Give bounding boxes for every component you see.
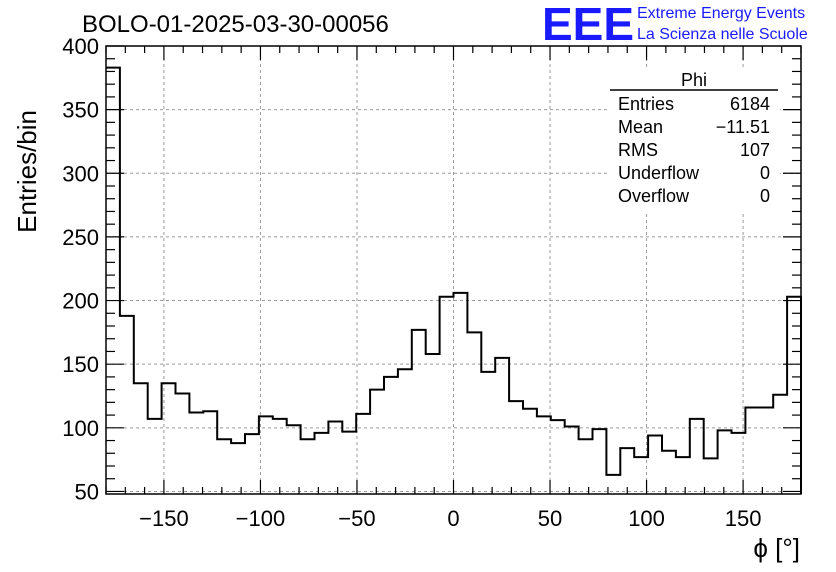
stats-label: Underflow: [618, 163, 700, 183]
y-tick-label: 100: [62, 416, 99, 441]
stats-value: 0: [760, 163, 770, 183]
y-tick-label: 350: [62, 98, 99, 123]
x-tick-label: 100: [628, 506, 665, 531]
stats-label: Mean: [618, 117, 663, 137]
y-tick-label: 250: [62, 225, 99, 250]
x-axis-label: ϕ [°]: [753, 533, 800, 563]
logo-line-1: Extreme Energy Events: [637, 5, 805, 22]
stats-value: −11.51: [716, 117, 770, 137]
x-tick-label: −150: [139, 506, 189, 531]
logo-line-2: La Scienza nelle Scuole: [637, 26, 808, 43]
x-tick-label: −100: [236, 506, 286, 531]
stats-label: Entries: [618, 94, 674, 114]
y-tick-label: 400: [62, 34, 99, 59]
stats-box: Phi Entries 6184 Mean −11.51 RMS 107 Underflow…: [608, 68, 780, 214]
x-tick-label: 0: [447, 506, 459, 531]
y-tick-label: 200: [62, 289, 99, 314]
y-tick-label: 300: [62, 161, 99, 186]
stats-value: 0: [760, 186, 770, 206]
y-tick-label: 150: [62, 352, 99, 377]
x-tick-label: −50: [338, 506, 375, 531]
chart-title: BOLO-01-2025-03-30-00056: [82, 11, 389, 38]
y-axis-label: Entries/bin: [12, 110, 42, 233]
y-tick-label: 50: [75, 479, 99, 504]
eee-logo-mark: EEE: [542, 0, 634, 50]
histogram-outline: [106, 66, 802, 494]
plot-frame: [105, 45, 802, 495]
eee-logo: EEE Extreme Energy Events La Scienza nel…: [542, 0, 808, 50]
x-tick-labels: −150 −100 −50 0 50 100 150: [139, 506, 761, 531]
x-tick-label: 150: [725, 506, 762, 531]
stats-label: Overflow: [618, 186, 690, 206]
axis-ticks: [105, 45, 802, 494]
stats-value: 107: [740, 140, 770, 160]
y-tick-labels: 50 100 150 200 250 300 350 400: [62, 34, 99, 504]
stats-label: RMS: [618, 140, 658, 160]
stats-value: 6184: [730, 94, 770, 114]
x-tick-label: 50: [538, 506, 562, 531]
stats-title: Phi: [681, 70, 707, 90]
